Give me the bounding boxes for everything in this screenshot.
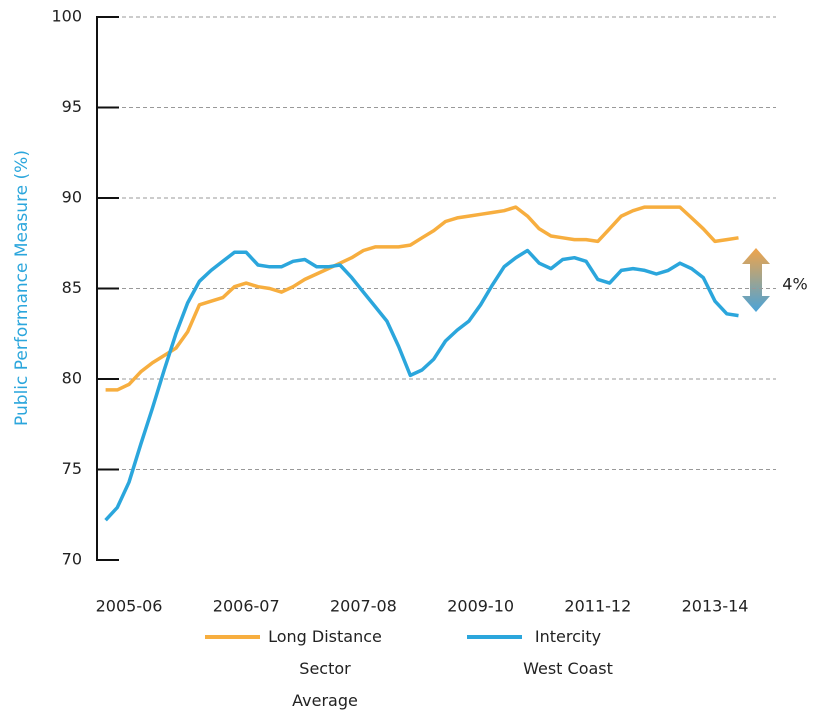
y-axis-label: Public Performance Measure (%) <box>12 150 32 426</box>
x-tick-label: 2013-14 <box>682 597 749 616</box>
y-tick-label: 80 <box>62 369 82 388</box>
x-tick-label: 2005-06 <box>96 597 163 616</box>
series-line <box>104 248 739 522</box>
x-tick-label: 2011-12 <box>564 597 631 616</box>
chart-page: Public Performance Measure (%) 4% 70 75 80… <box>12 7 808 711</box>
x-tick-label: 2006-07 <box>213 597 280 616</box>
annotation: 4% <box>782 275 807 294</box>
y-tick-label: 100 <box>51 7 82 26</box>
y-tick-label: 70 <box>62 550 82 569</box>
y-tick-label: 85 <box>62 278 82 297</box>
x-tick-label: 2009-10 <box>447 597 514 616</box>
chart: Public Performance Measure (%) 4% 70 75 80… <box>12 7 808 639</box>
y-tick-label: 95 <box>62 97 82 116</box>
y-tick-label: 90 <box>62 188 82 207</box>
legend-label: Long Distance Sector Average <box>268 627 382 710</box>
series-line <box>105 205 739 392</box>
y-tick-label: 75 <box>62 459 82 478</box>
x-tick-label: 2007-08 <box>330 597 397 616</box>
legend-label: Intercity West Coast <box>523 627 613 678</box>
range-arrow <box>742 248 770 312</box>
